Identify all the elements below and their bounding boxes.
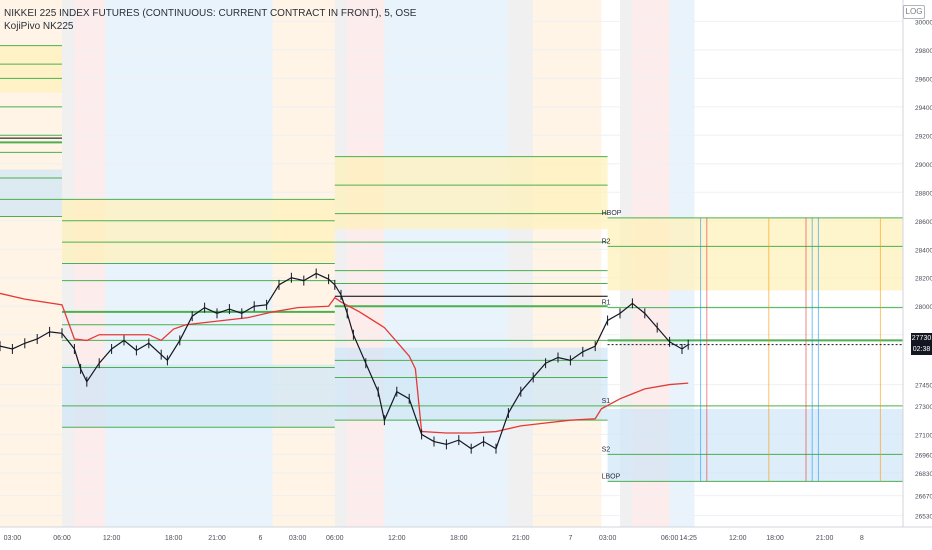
price-tick-9: 28200 [915, 276, 932, 283]
time-tick-3: 18:00 [165, 535, 183, 542]
price-tick-5: 29000 [915, 162, 932, 169]
pivot-zone-lower-3 [607, 408, 918, 482]
pivot-label-s2: S2 [602, 446, 611, 453]
time-tick-17: 21:00 [816, 535, 834, 542]
session-band-11 [533, 0, 602, 527]
price-tick-3: 29400 [915, 105, 932, 112]
pivot-label-lbop: LBOP [602, 473, 621, 480]
price-tick-16: 26830 [915, 471, 932, 478]
price-tick-0: 30000 [915, 19, 932, 26]
pivot-zone-lower-2 [334, 347, 608, 421]
pivot-zone-upper-1 [62, 199, 335, 263]
bar-countdown: 02:38 [912, 346, 931, 353]
time-tick-0: 03:00 [4, 535, 22, 542]
time-tick-5: 6 [258, 535, 262, 542]
time-tick-13: 06:00 [661, 535, 679, 542]
time-tick-2: 12:00 [103, 535, 121, 542]
price-tick-4: 29200 [915, 133, 932, 140]
vwap-line [0, 292, 689, 434]
session-band-10 [508, 0, 534, 527]
pivot-label-r2: R2 [602, 238, 611, 245]
time-tick-16: 18:00 [766, 535, 784, 542]
session-band-9 [384, 0, 509, 527]
time-tick-18: 8 [860, 535, 864, 542]
price-tick-13: 27300 [915, 404, 932, 411]
pivot-label-hbop: HBOP [602, 210, 622, 217]
price-tick-6: 28800 [915, 190, 932, 197]
time-tick-11: 7 [568, 535, 572, 542]
price-tick-15: 26960 [915, 452, 932, 459]
price-tick-17: 26670 [915, 494, 932, 501]
time-tick-8: 12:00 [388, 535, 406, 542]
pivot-label-s1: S1 [602, 398, 611, 405]
time-tick-6: 03:00 [289, 535, 307, 542]
price-tick-2: 29600 [915, 76, 932, 83]
pivot-zone-lower-1 [62, 364, 335, 428]
time-tick-1: 06:00 [53, 535, 71, 542]
price-tick-8: 28400 [915, 247, 932, 254]
price-tick-12: 27450 [915, 383, 932, 390]
time-tick-10: 21:00 [512, 535, 530, 542]
price-axis [903, 0, 932, 527]
price-tick-7: 28600 [915, 219, 932, 226]
pivot-label-r1: R1 [602, 300, 611, 307]
time-tick-15: 14:25 [679, 535, 697, 542]
log-scale-toggle[interactable]: LOG [903, 5, 925, 19]
price-tick-1: 29800 [915, 48, 932, 55]
price-tick-14: 27100 [915, 432, 932, 439]
time-tick-14: 12:00 [729, 535, 747, 542]
indicator-label[interactable]: KojiPivo NK225 [4, 21, 74, 32]
time-tick-12: 03:00 [599, 535, 617, 542]
time-tick-7: 06:00 [326, 535, 344, 542]
time-axis [0, 527, 932, 550]
chart-title: NIKKEI 225 INDEX FUTURES (CONTINUOUS: CU… [4, 8, 417, 19]
last-price-tag: 27730 02:38 [911, 333, 932, 355]
pivot-zone-upper-0 [0, 45, 62, 93]
last-price-value: 27730 [911, 335, 932, 342]
time-tick-4: 21:00 [208, 535, 226, 542]
price-tick-10: 28000 [915, 304, 932, 311]
pivot-zone-upper-3 [607, 217, 918, 291]
price-tick-18: 26530 [915, 514, 932, 521]
session-band-7 [347, 0, 366, 527]
time-tick-9: 18:00 [450, 535, 468, 542]
session-band-8 [365, 0, 385, 527]
pivot-zone-upper-2 [334, 156, 608, 230]
pivot-zone-lower-0 [0, 169, 62, 217]
session-band-6 [334, 0, 348, 527]
